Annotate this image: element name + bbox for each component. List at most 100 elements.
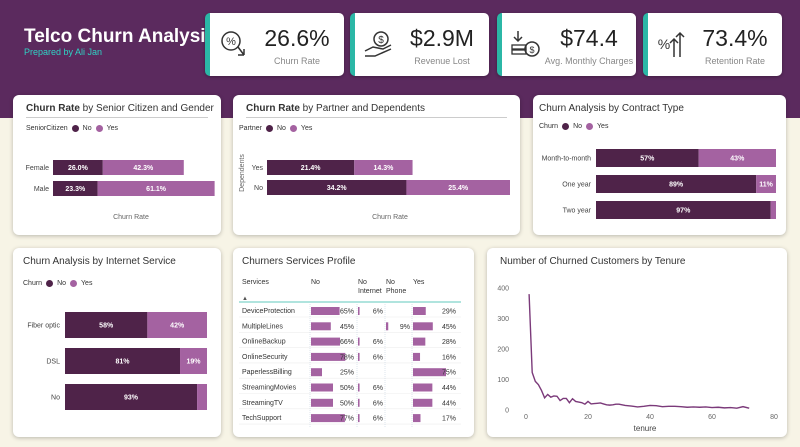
data-label: 89% <box>669 182 684 189</box>
cell-bar <box>413 307 426 315</box>
sort-indicator: ▲ <box>242 296 248 302</box>
chart-partner-dependents: Yes 21.4% 14.3% No 34.2% 25.4% Churn Rate Depen… <box>239 154 510 221</box>
row-label: StreamingMovies <box>242 385 297 392</box>
x-tick-label: 0 <box>524 414 528 421</box>
data-label: 34.2% <box>327 185 348 192</box>
data-label: 97% <box>676 208 691 215</box>
cell-bar <box>413 337 426 346</box>
cell-value: 17% <box>442 416 456 423</box>
column-header: Phone <box>386 288 406 295</box>
x-axis-label: tenure <box>634 424 657 433</box>
row-label: OnlineSecurity <box>242 354 288 361</box>
kpi-card-revenue-lost: $ $2.9M Revenue Lost <box>350 13 489 76</box>
bar-yes <box>180 348 207 374</box>
category-label: One year <box>562 182 591 189</box>
cell-bar <box>311 322 331 331</box>
y-tick-label: 300 <box>497 316 509 323</box>
legend-swatch-no <box>46 280 54 287</box>
cell-value: 9% <box>400 324 410 331</box>
chart-legend: Partner No Yes <box>239 125 312 132</box>
kpi-value: 26.6% <box>264 25 330 51</box>
row-label: DeviceProtection <box>242 308 295 315</box>
cell-bar <box>358 337 360 346</box>
category-label: Fiber optic <box>27 323 60 330</box>
row-label: OnlineBackup <box>242 339 286 346</box>
cell-bar <box>311 337 341 346</box>
y-tick-label: 100 <box>497 377 509 384</box>
cell-bar <box>311 352 346 361</box>
legend-no: No <box>276 125 286 132</box>
coins-icon: $ <box>511 31 540 57</box>
cell-value: 6% <box>373 339 383 346</box>
cell-value: 77% <box>340 416 354 423</box>
legend-yes: Yes <box>81 280 93 287</box>
data-label: 57% <box>640 156 655 163</box>
cell-bar <box>386 322 389 331</box>
bar-yes <box>698 149 776 167</box>
cell-bar <box>413 352 421 361</box>
bar-yes <box>147 312 207 338</box>
legend-yes: Yes <box>106 125 119 132</box>
data-label: 93% <box>124 395 139 402</box>
kpi-card-avg-monthly-charges: $ $74.4 Avg. Monthly Charges <box>497 13 636 76</box>
data-label: 25.4% <box>448 185 469 192</box>
legend-title: Churn <box>539 123 559 130</box>
bar-no <box>65 348 181 374</box>
bar-yes <box>197 384 207 410</box>
cell-value: 75% <box>442 370 456 377</box>
cell-value: 6% <box>373 400 383 407</box>
chart-title: Churn Analysis by Internet Service <box>23 256 176 267</box>
page-subtitle: Prepared by Ali Jan <box>24 47 103 57</box>
cell-value: 44% <box>442 400 456 407</box>
cell-bar <box>311 307 340 315</box>
bar-yes <box>97 181 215 196</box>
bar-no <box>53 160 103 175</box>
legend-swatch-yes <box>95 125 103 132</box>
cell-value: 50% <box>340 385 354 392</box>
chart-legend: SeniorCitizen No Yes <box>26 125 118 132</box>
chart-senior-gender: Female 26.0% 42.3% Male 23.3% 61.1% Churn Rate <box>26 160 215 221</box>
category-label: No <box>51 395 60 402</box>
card-contract-type: Churn Analysis by Contract Type Churn No… <box>533 95 786 235</box>
cell-bar <box>358 383 360 392</box>
card-internet-service: Churn Analysis by Internet Service Churn… <box>13 248 221 437</box>
svg-text:$: $ <box>529 45 534 55</box>
data-label: 23.3% <box>65 186 86 193</box>
bar-yes <box>756 175 776 193</box>
data-label: 42% <box>170 323 185 330</box>
chart-title: Churn Rate by Senior Citizen and Gender <box>26 103 214 114</box>
chart-legend: Churn No Yes <box>23 280 92 287</box>
chart-legend: Churn No Yes <box>539 123 608 130</box>
cell-value: 66% <box>340 339 354 346</box>
x-tick-label: 60 <box>708 414 716 421</box>
kpi-card-retention-rate: % 73.4% Retention Rate <box>643 13 782 76</box>
kpi-value: $74.4 <box>560 25 618 51</box>
bar-yes <box>406 180 510 195</box>
kpi-label: Avg. Monthly Charges <box>544 56 634 66</box>
chart-internet-service: Fiber optic 58% 42% DSL 81% 19% No 93% <box>27 312 207 410</box>
cell-value: 78% <box>340 354 354 361</box>
series-line <box>528 294 750 409</box>
legend-title: SeniorCitizen <box>26 125 68 132</box>
cell-value: 6% <box>373 309 383 316</box>
cell-value: 16% <box>442 354 456 361</box>
bar-no <box>65 384 198 410</box>
card-senior-gender: Churn Rate by Senior Citizen and Gender … <box>13 95 221 235</box>
legend-swatch-no <box>562 123 570 130</box>
y-tick-label: 200 <box>497 347 509 354</box>
chart-title: Churn Rate by Partner and Dependents <box>246 103 425 114</box>
cell-value: 65% <box>340 309 354 316</box>
column-header: No <box>386 279 395 286</box>
category-label: Two year <box>563 208 592 215</box>
legend-swatch-yes <box>586 123 594 130</box>
data-label: 61.1% <box>146 186 167 193</box>
bar-yes <box>770 201 776 219</box>
legend-yes: Yes <box>300 125 313 132</box>
row-label: StreamingTV <box>242 400 283 407</box>
legend-swatch-yes <box>289 125 297 132</box>
cell-value: 25% <box>340 370 354 377</box>
x-tick-label: 40 <box>646 414 654 421</box>
svg-text:%: % <box>226 36 236 48</box>
percent-up-icon: % <box>658 31 685 57</box>
bar-no <box>267 160 355 175</box>
